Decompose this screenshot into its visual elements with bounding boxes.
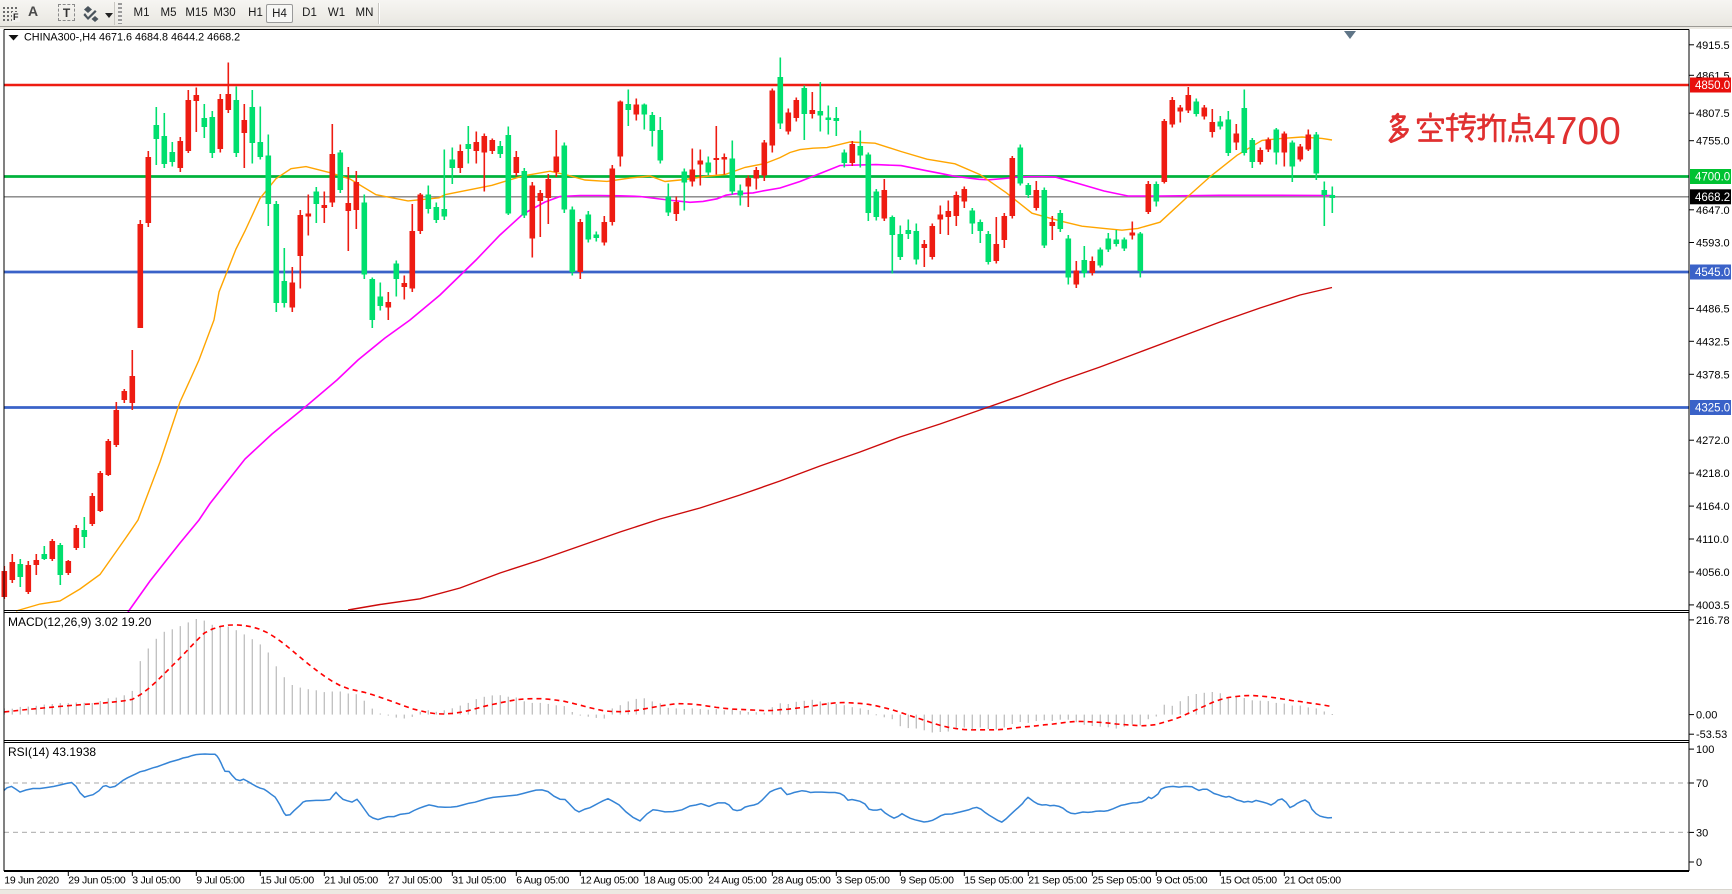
svg-text:CHINA300-,H4 4671.6 4684.8 46: CHINA300-,H4 4671.6 4684.8 4644.2 4668.2 bbox=[24, 32, 240, 44]
svg-text:9 Sep 05:00: 9 Sep 05:00 bbox=[900, 875, 954, 887]
svg-text:4218.0: 4218.0 bbox=[1696, 468, 1730, 480]
svg-text:4915.5: 4915.5 bbox=[1696, 40, 1730, 52]
svg-text:4378.5: 4378.5 bbox=[1696, 369, 1730, 381]
svg-text:28 Aug 05:00: 28 Aug 05:00 bbox=[772, 875, 831, 887]
svg-text:24 Aug 05:00: 24 Aug 05:00 bbox=[708, 875, 767, 887]
svg-text:RSI(14) 43.1938: RSI(14) 43.1938 bbox=[8, 745, 96, 759]
svg-text:4056.0: 4056.0 bbox=[1696, 567, 1730, 579]
svg-text:70: 70 bbox=[1696, 778, 1708, 790]
svg-text:25 Sep 05:00: 25 Sep 05:00 bbox=[1092, 875, 1151, 887]
svg-text:29 Jun 05:00: 29 Jun 05:00 bbox=[68, 875, 126, 887]
svg-text:4272.0: 4272.0 bbox=[1696, 435, 1730, 447]
svg-text:4700: 4700 bbox=[1534, 110, 1621, 153]
svg-text:4545.0: 4545.0 bbox=[1695, 267, 1730, 279]
svg-text:18 Aug 05:00: 18 Aug 05:00 bbox=[644, 875, 703, 887]
svg-text:4486.5: 4486.5 bbox=[1696, 303, 1730, 315]
svg-text:21 Oct 05:00: 21 Oct 05:00 bbox=[1284, 875, 1341, 887]
svg-text:15 Oct 05:00: 15 Oct 05:00 bbox=[1220, 875, 1277, 887]
svg-text:0: 0 bbox=[1696, 857, 1702, 869]
svg-text:4593.0: 4593.0 bbox=[1696, 238, 1730, 250]
svg-text:216.78: 216.78 bbox=[1696, 615, 1730, 627]
svg-text:6 Aug 05:00: 6 Aug 05:00 bbox=[516, 875, 569, 887]
svg-text:31 Jul 05:00: 31 Jul 05:00 bbox=[452, 875, 506, 887]
svg-text:30: 30 bbox=[1696, 827, 1708, 839]
svg-text:4647.0: 4647.0 bbox=[1696, 205, 1730, 217]
svg-text:12 Aug 05:00: 12 Aug 05:00 bbox=[580, 875, 639, 887]
svg-text:3 Jul 05:00: 3 Jul 05:00 bbox=[132, 875, 181, 887]
svg-text:4110.0: 4110.0 bbox=[1696, 534, 1729, 546]
svg-text:15 Jul 05:00: 15 Jul 05:00 bbox=[260, 875, 314, 887]
svg-text:-53.53: -53.53 bbox=[1696, 729, 1727, 741]
svg-text:4003.5: 4003.5 bbox=[1696, 600, 1730, 612]
svg-text:MACD(12,26,9) 3.02 19.20: MACD(12,26,9) 3.02 19.20 bbox=[8, 615, 152, 629]
svg-text:4850.0: 4850.0 bbox=[1695, 80, 1730, 92]
svg-text:9 Jul 05:00: 9 Jul 05:00 bbox=[196, 875, 245, 887]
svg-text:4325.0: 4325.0 bbox=[1695, 403, 1730, 415]
svg-text:0.00: 0.00 bbox=[1696, 710, 1717, 722]
svg-text:9 Oct 05:00: 9 Oct 05:00 bbox=[1156, 875, 1207, 887]
svg-text:100: 100 bbox=[1696, 744, 1714, 756]
svg-text:21 Sep 05:00: 21 Sep 05:00 bbox=[1028, 875, 1087, 887]
svg-text:4755.0: 4755.0 bbox=[1696, 136, 1730, 148]
svg-text:19 Jun 2020: 19 Jun 2020 bbox=[4, 875, 59, 887]
svg-text:3 Sep 05:00: 3 Sep 05:00 bbox=[836, 875, 890, 887]
svg-text:4807.5: 4807.5 bbox=[1696, 108, 1730, 120]
svg-text:27 Jul 05:00: 27 Jul 05:00 bbox=[388, 875, 442, 887]
svg-text:4700.0: 4700.0 bbox=[1695, 172, 1730, 184]
svg-text:4164.0: 4164.0 bbox=[1696, 501, 1730, 513]
svg-text:4668.2: 4668.2 bbox=[1695, 192, 1730, 204]
svg-text:15 Sep 05:00: 15 Sep 05:00 bbox=[964, 875, 1023, 887]
svg-text:4432.5: 4432.5 bbox=[1696, 336, 1730, 348]
svg-text:21 Jul 05:00: 21 Jul 05:00 bbox=[324, 875, 378, 887]
